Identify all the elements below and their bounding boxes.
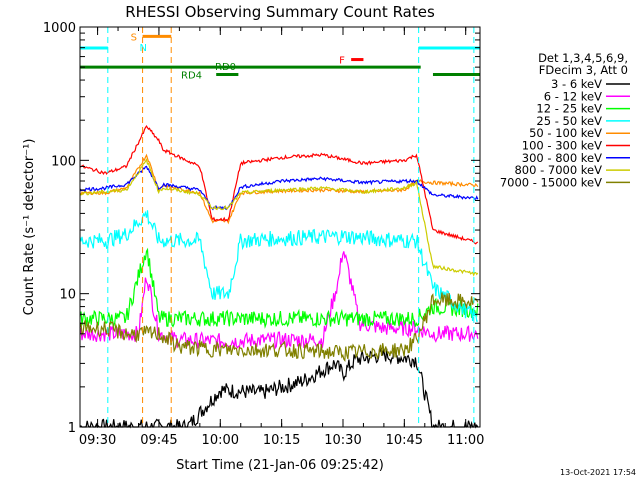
plot-area [79,124,479,430]
series-3-6-kev [79,347,479,430]
x-tick-label: 09:45 [140,433,177,448]
legend-label: 3 - 6 keV [551,77,602,91]
y-tick-label: 100 [51,154,76,169]
legend-header: FDecim 3, Att 0 [539,63,628,77]
legend-label: 12 - 25 keV [536,102,602,116]
x-tick-label: 11:00 [447,433,484,448]
x-tick-label: 10:30 [324,433,361,448]
night-label: N [140,43,147,54]
legend: Det 1,3,4,5,6,9,FDecim 3, Att 03 - 6 keV… [500,51,630,189]
saa-label: S [131,32,137,43]
x-axis-label: Start Time (21-Jan-06 09:25:42) [176,458,384,473]
rd0-label: RD0 [215,62,236,73]
series-25-50-kev [79,210,478,322]
y-axis-label: Count Rate (s⁻¹ detector⁻¹) [22,139,37,316]
y-tick-label: 1 [68,421,76,436]
legend-label: 800 - 7000 keV [514,163,602,177]
series-800-7000-kev [79,158,479,277]
legend-header: Det 1,3,4,5,6,9, [538,51,628,65]
x-tick-label: 10:45 [386,433,423,448]
y-tick-label: 1000 [43,21,76,36]
rd4-label: RD4 [181,71,202,82]
legend-label: 25 - 50 keV [536,114,602,128]
flare-label: F [339,56,345,67]
series-6-12-kev [79,251,479,350]
series-300-800-kev [79,165,479,211]
x-tick-label: 10:00 [202,433,239,448]
legend-label: 6 - 12 keV [544,89,602,103]
x-tick-label: 10:15 [263,433,300,448]
plot-frame [79,26,481,428]
legend-label: 7000 - 15000 keV [500,175,602,189]
series-12-25-kev [79,247,479,329]
legend-label: 100 - 300 keV [522,139,602,153]
chart-title: RHESSI Observing Summary Count Rates [125,3,435,21]
series-100-300-kev [79,124,479,245]
annotation-markers: SN F RD0 RD4 [80,27,480,427]
x-tick-label: 09:30 [79,433,116,448]
legend-label: 300 - 800 keV [522,151,602,165]
series-7000-15000-kev [79,292,479,363]
legend-label: 50 - 100 keV [529,126,602,140]
y-tick-label: 10 [59,288,76,303]
timestamp: 13-Oct-2021 17:54 [560,468,636,477]
axes: 09:30 09:45 10:00 10:15 10:30 10:45 11:00 1 10 10… [43,21,485,448]
